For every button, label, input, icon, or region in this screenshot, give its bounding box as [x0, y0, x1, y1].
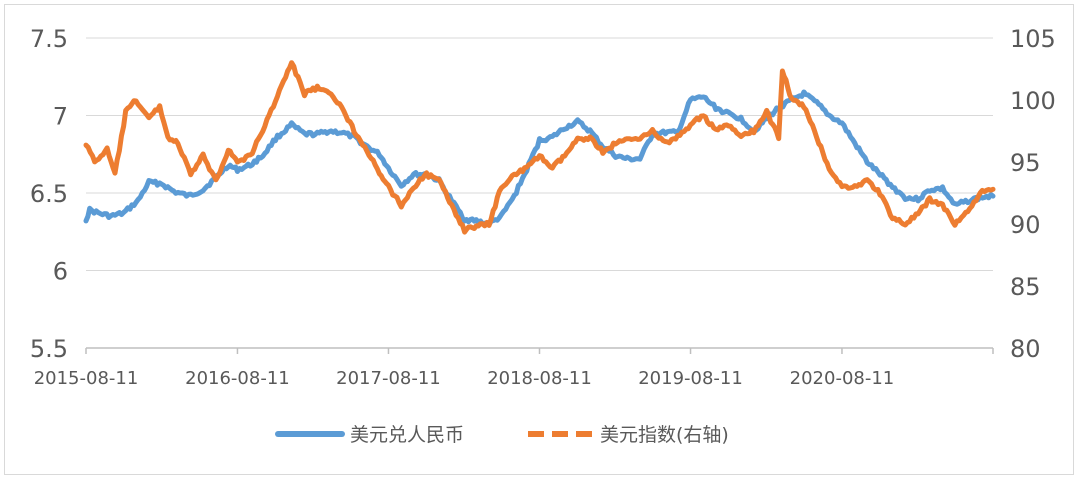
legend: 美元兑人民币 美元指数(右轴)	[275, 424, 729, 446]
y-right-tick-label: 105	[1010, 25, 1056, 53]
series-lines	[83, 60, 996, 235]
legend-label: 美元指数(右轴)	[600, 424, 729, 446]
series-line-dxy	[83, 60, 996, 235]
x-tick-label: 2020-08-11	[790, 368, 895, 389]
y-right-tick-label: 80	[1010, 335, 1041, 363]
chart-frame	[4, 4, 1074, 475]
y-right-tick-label: 90	[1010, 211, 1041, 239]
x-tick-label: 2016-08-11	[185, 368, 290, 389]
x-tick-label: 2017-08-11	[336, 368, 441, 389]
x-tick-label: 2015-08-11	[34, 368, 139, 389]
x-tick-label: 2018-08-11	[487, 368, 592, 389]
legend-label: 美元兑人民币	[350, 424, 464, 446]
gridlines	[86, 37, 993, 271]
x-tick-label: 2019-08-11	[638, 368, 743, 389]
y-right-tick-label: 100	[1010, 87, 1056, 115]
y-axis-left: 5.5 6 6.5 7 7.5	[30, 25, 68, 363]
y-left-tick-label: 5.5	[30, 335, 68, 363]
y-left-tick-label: 7	[53, 103, 68, 131]
y-left-tick-label: 7.5	[30, 25, 68, 53]
y-axis-right: 80 85 90 95 100 105	[1010, 25, 1056, 363]
y-left-tick-label: 6.5	[30, 180, 68, 208]
series-line-usdcny	[83, 89, 996, 228]
x-axis: 2015-08-11 2016-08-11 2017-08-11 2018-08-11…	[34, 347, 994, 389]
y-right-tick-label: 85	[1010, 273, 1041, 301]
y-left-tick-label: 6	[53, 258, 68, 286]
y-right-tick-label: 95	[1010, 149, 1041, 177]
